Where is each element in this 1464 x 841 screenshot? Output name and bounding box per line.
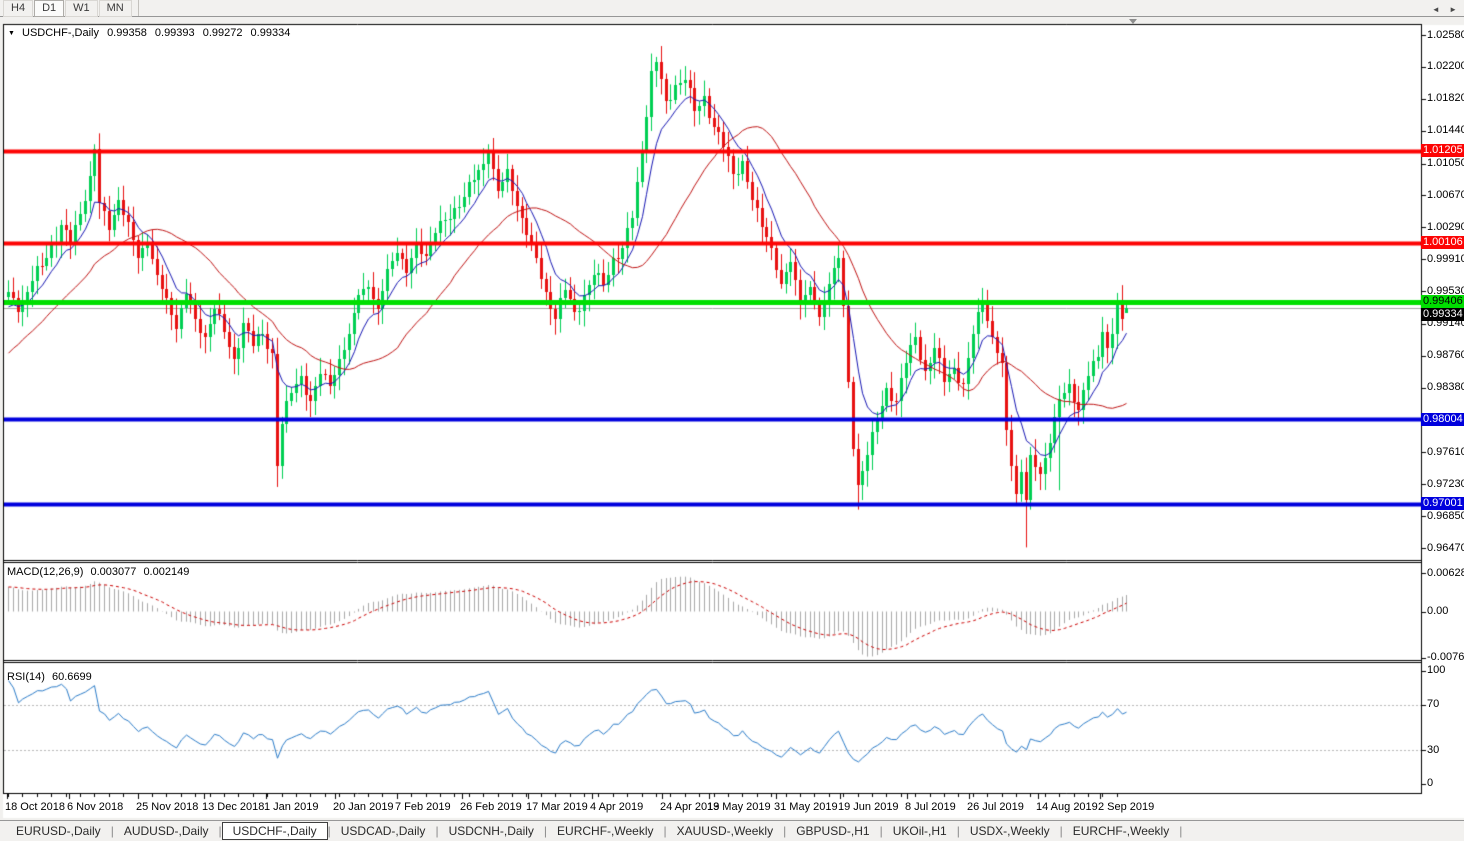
macd-tick-label: -0.00762 [1427, 651, 1464, 663]
price-tick-label: 0.97610 [1427, 446, 1464, 458]
date-label: 24 Apr 2019 [660, 801, 720, 813]
date-label: 6 Nov 2018 [67, 801, 124, 813]
chart-tab-gbpusd-h1[interactable]: GBPUSD-,H1 [796, 824, 870, 838]
chart-tab-usdchf-daily[interactable]: USDCHF-,Daily [221, 822, 328, 840]
price-tick-label: 0.98760 [1427, 349, 1464, 361]
tab-separator: | [879, 824, 883, 838]
price-tick-label: 0.97230 [1427, 478, 1464, 490]
timeframe-button-h4[interactable]: H4 [3, 0, 34, 17]
tab-separator: | [956, 824, 960, 838]
tab-separator: | [1179, 824, 1183, 838]
timeframe-button-mn[interactable]: MN [98, 0, 132, 17]
date-label: 2 Sep 2019 [1098, 801, 1155, 813]
date-label: 18 Oct 2018 [5, 801, 65, 813]
chart-tab-eurusd-daily[interactable]: EURUSD-,Daily [16, 824, 101, 838]
chart-tab-ukoil-h1[interactable]: UKOil-,H1 [892, 824, 947, 838]
chart-tab-eurchf-weekly[interactable]: EURCHF-,Weekly [557, 824, 654, 838]
price-tick-label: 1.02580 [1427, 29, 1464, 41]
toolbar-separator [137, 0, 139, 16]
price-tick-label: 1.02200 [1427, 60, 1464, 72]
date-label: 19 Jun 2019 [838, 801, 899, 813]
chart-tab-usdcad-daily[interactable]: USDCAD-,Daily [340, 824, 426, 838]
date-label: 25 Nov 2018 [136, 801, 199, 813]
tab-separator: | [327, 824, 331, 838]
price-level-badge: 0.97001 [1421, 497, 1464, 510]
chart-tab-usdcnh-daily[interactable]: USDCNH-,Daily [448, 824, 534, 838]
date-label: 13 Dec 2018 [202, 801, 265, 813]
date-label: 26 Feb 2019 [460, 801, 522, 813]
price-tick-label: 1.01050 [1427, 157, 1464, 169]
chart-tabs: EURUSD-,Daily | AUDUSD-,Daily | USDCHF-,Dail… [6, 822, 1182, 840]
chart-tab-eurchf-weekly[interactable]: EURCHF-,Weekly [1072, 824, 1170, 838]
tab-separator: | [110, 824, 114, 838]
rsi-tick-label: 100 [1427, 664, 1446, 676]
date-label: 13 May 2019 [707, 801, 771, 813]
low-value: 0.99272 [202, 27, 243, 39]
date-label: 8 Jul 2019 [905, 801, 956, 813]
chart-tab-usdx-weekly[interactable]: USDX-,Weekly [969, 824, 1050, 838]
timeframe-button-w1[interactable]: W1 [65, 0, 98, 17]
tab-separator: | [543, 824, 548, 838]
current-bar-marker-icon [1129, 19, 1137, 24]
chart-title: ▼ USDCHF-,Daily 0.99358 0.99393 0.99272 … [8, 27, 290, 39]
macd-tick-label: 0.006286 [1427, 567, 1464, 579]
timeframe-toolbar: H4 D1 W1 MN [0, 0, 1464, 17]
current-price-badge: 0.99334 [1421, 308, 1464, 321]
dropdown-triangle-icon[interactable]: ▼ [8, 30, 15, 37]
timeframe-buttons: H4 D1 W1 MN [3, 0, 133, 17]
date-label: 14 Aug 2019 [1036, 801, 1098, 813]
price-level-badge: 1.00106 [1421, 236, 1464, 249]
macd-tick-label: 0.00 [1427, 605, 1449, 617]
tab-separator: | [435, 824, 439, 838]
date-label: 7 Feb 2019 [395, 801, 451, 813]
ohlc-values: 0.99358 0.99393 0.99272 0.99334 [102, 27, 290, 39]
price-level-badge: 0.98004 [1421, 413, 1464, 426]
chart-tab-bar: EURUSD-,Daily | AUDUSD-,Daily | USDCHF-,Dail… [0, 820, 1464, 841]
price-tick-label: 1.01440 [1427, 124, 1464, 136]
rsi-name: RSI(14) [7, 671, 45, 683]
tab-separator: | [663, 824, 667, 838]
tab-scroll-right-icon[interactable]: ► [1449, 5, 1457, 14]
rsi-tick-label: 70 [1427, 698, 1440, 710]
close-value: 0.99334 [250, 27, 291, 39]
tab-separator: | [783, 824, 787, 838]
timeframe-button-d1[interactable]: D1 [34, 0, 65, 17]
date-label: 31 May 2019 [774, 801, 838, 813]
tab-separator: | [218, 824, 222, 838]
price-level-badge: 1.01205 [1421, 144, 1464, 157]
macd-indicator-label: MACD(12,26,9) 0.003077 0.002149 [7, 566, 189, 578]
date-label: 26 Jul 2019 [967, 801, 1024, 813]
rsi-indicator-label: RSI(14) 60.6699 [7, 671, 92, 683]
price-tick-label: 1.01820 [1427, 92, 1464, 104]
rsi-tick-label: 30 [1427, 744, 1440, 756]
price-tick-label: 0.96470 [1427, 542, 1464, 554]
tab-separator: | [1059, 824, 1063, 838]
macd-signal-value: 0.002149 [143, 566, 190, 578]
macd-value: 0.003077 [90, 566, 137, 578]
tab-scroll-left-icon[interactable]: ◄ [1431, 5, 1440, 14]
chart-tab-xauusd-weekly[interactable]: XAUUSD-,Weekly [676, 824, 774, 838]
macd-name: MACD(12,26,9) [7, 566, 84, 578]
rsi-tick-label: 0 [1427, 777, 1434, 789]
price-tick-label: 0.99910 [1427, 253, 1464, 265]
symbol-timeframe-label: USDCHF-,Daily [22, 27, 99, 39]
price-tick-label: 0.96850 [1427, 510, 1464, 522]
price-tick-label: 1.00670 [1427, 189, 1464, 201]
chart-tab-audusd-daily[interactable]: AUDUSD-,Daily [123, 824, 209, 838]
price-tick-label: 1.00290 [1427, 221, 1464, 233]
price-tick-label: 0.99530 [1427, 285, 1464, 297]
high-value: 0.99393 [154, 27, 195, 39]
date-label: 4 Apr 2019 [590, 801, 644, 813]
date-label: 20 Jan 2019 [333, 801, 394, 813]
tab-scroll-arrows: ◄ ► [1425, 5, 1457, 14]
price-tick-label: 0.98380 [1427, 381, 1464, 393]
rsi-value: 60.6699 [51, 671, 92, 683]
date-label: 17 Mar 2019 [526, 801, 588, 813]
date-label: 1 Jan 2019 [264, 801, 319, 813]
price-level-badge: 0.99406 [1421, 295, 1464, 308]
open-value: 0.99358 [107, 27, 147, 39]
